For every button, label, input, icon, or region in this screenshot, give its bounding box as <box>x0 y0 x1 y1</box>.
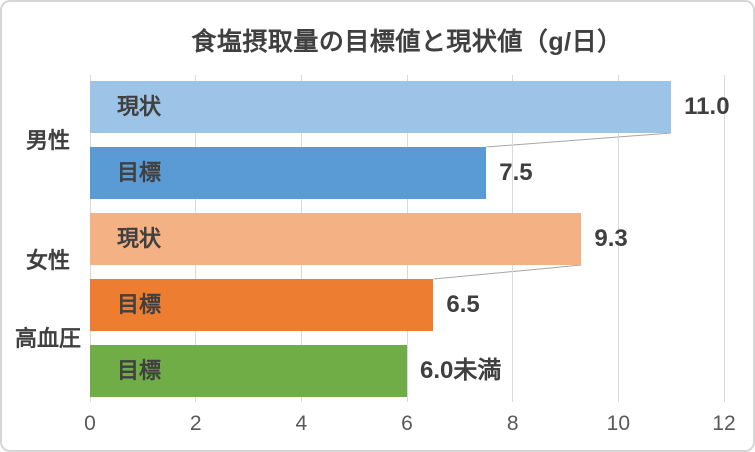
series-connector-line <box>486 132 672 148</box>
bar-series-label: 目標 <box>117 358 162 383</box>
gridline <box>723 75 725 402</box>
bar-男性-現状: 現状 <box>90 81 672 133</box>
bar-series-label: 目標 <box>117 292 162 317</box>
bar-女性-目標: 目標 <box>90 279 434 331</box>
category-label-女性: 女性 <box>25 248 70 273</box>
bar-series-label: 現状 <box>117 94 162 119</box>
bar-value-label: 9.3 <box>594 225 628 252</box>
bar-value-label: 6.5 <box>446 291 480 318</box>
series-connector-line <box>433 264 582 280</box>
bar-男性-目標: 目標 <box>90 147 487 199</box>
bar-series-label: 目標 <box>117 160 162 185</box>
bar-value-label: 11.0 <box>684 93 730 120</box>
x-tick-label: 4 <box>295 412 308 435</box>
x-tick-label: 2 <box>189 412 202 435</box>
bar-value-label: 7.5 <box>499 159 533 186</box>
x-tick-label: 10 <box>606 412 630 435</box>
x-tick-label: 8 <box>506 412 519 435</box>
x-tick-label: 0 <box>84 412 96 435</box>
bar-女性-現状: 現状 <box>90 213 582 265</box>
x-tick-label: 6 <box>401 412 413 435</box>
bar-高血圧-目標: 目標 <box>90 345 407 397</box>
bar-value-label: 6.0未満 <box>420 357 502 384</box>
gridline <box>617 75 619 402</box>
category-label-男性: 男性 <box>25 127 70 153</box>
category-label-高血圧: 高血圧 <box>14 325 81 351</box>
bar-series-label: 現状 <box>117 226 162 251</box>
x-tick-label: 12 <box>712 412 736 435</box>
chart-title: 食塩摂取量の目標値と現状値（g/日） <box>191 28 623 56</box>
